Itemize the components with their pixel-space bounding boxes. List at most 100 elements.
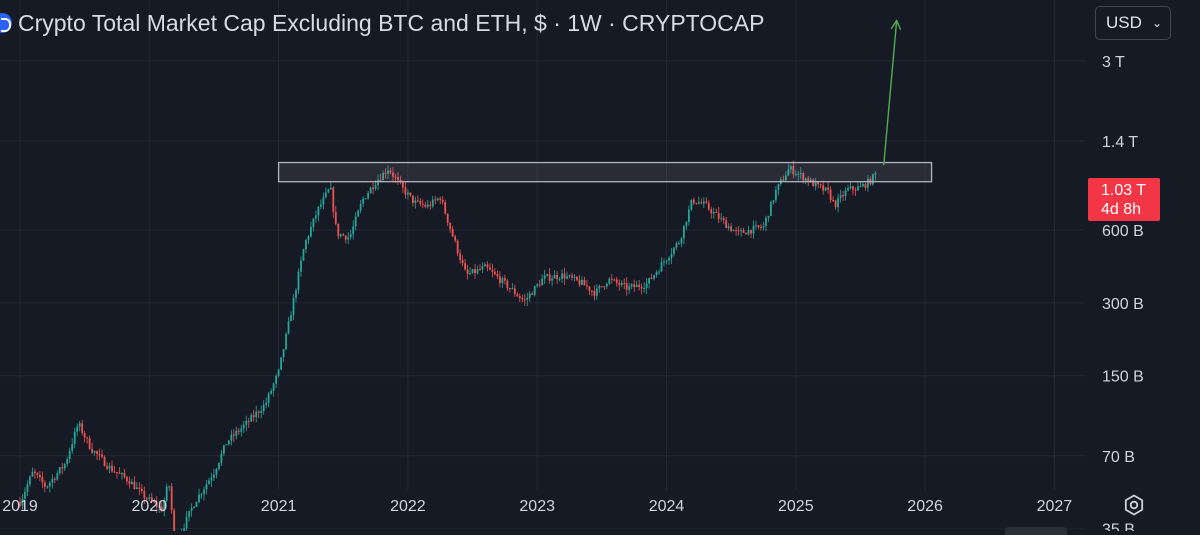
time-tick-label: 2021 <box>261 498 297 515</box>
time-tick-label: 2027 <box>1037 498 1073 515</box>
candle-body <box>640 287 643 289</box>
candle-body <box>511 288 514 290</box>
candle-body <box>342 234 345 236</box>
candle-body <box>319 204 322 207</box>
candle-body <box>553 274 556 279</box>
candle-body <box>533 286 536 295</box>
candle-body <box>839 195 842 198</box>
price-tick-label: 300 B <box>1102 296 1144 313</box>
candle-body <box>245 420 248 425</box>
candle-body <box>765 217 767 226</box>
candle-body <box>707 202 710 210</box>
candle-body <box>160 506 163 512</box>
candle-body <box>578 280 581 285</box>
candle-body <box>568 275 571 277</box>
candle-body <box>46 486 49 488</box>
candle-body <box>43 482 46 487</box>
candle-body <box>665 260 668 262</box>
candle-body <box>678 243 680 245</box>
candle-body <box>379 179 382 181</box>
candle-body <box>158 506 161 508</box>
candle-body <box>173 510 176 531</box>
candle-body <box>745 232 747 235</box>
candle-body <box>655 272 658 276</box>
candle-body <box>282 349 285 358</box>
candle-body <box>789 166 792 170</box>
candle-body <box>404 187 407 195</box>
candle-body <box>170 486 173 511</box>
candle-body <box>727 226 730 229</box>
candle-body <box>451 228 454 237</box>
candle-body <box>598 286 601 289</box>
currency-select[interactable]: USD ⌄ <box>1095 6 1171 40</box>
price-tick-label: 70 B <box>1102 449 1135 466</box>
candle-body <box>501 278 504 284</box>
candle-body <box>695 202 698 204</box>
candle-body <box>633 284 636 288</box>
chart-grid <box>0 0 1085 530</box>
candle-body <box>185 516 188 529</box>
candle-body <box>53 478 56 480</box>
candle-body <box>538 284 541 286</box>
candle-body <box>121 473 123 475</box>
resistance-zone-box[interactable] <box>277 161 933 183</box>
candle-body <box>66 459 69 465</box>
candle-body <box>165 486 168 501</box>
candle-body <box>817 182 820 185</box>
candle-body <box>618 282 621 286</box>
candle-body <box>762 225 765 228</box>
candle-body <box>824 187 827 191</box>
candle-body <box>41 477 44 483</box>
candle-body <box>292 297 295 316</box>
candle-body <box>740 230 742 232</box>
candle-body <box>486 264 489 268</box>
candle-body <box>494 271 496 275</box>
candle-body <box>230 434 233 441</box>
candle-body <box>111 465 113 472</box>
time-tick-label: 2025 <box>778 498 814 515</box>
candle-body <box>145 498 148 500</box>
candle-body <box>812 179 815 187</box>
candle-body <box>772 200 775 202</box>
candle-body <box>168 486 171 488</box>
time-axis[interactable]: 2019 2020 2021 2022 2023 2024 2025 2026 2027 <box>2 498 1072 515</box>
price-tick-label: 35 B <box>1102 522 1135 531</box>
candle-body <box>402 182 404 188</box>
candle-body <box>536 284 539 287</box>
bar-countdown: 4d 8h <box>1101 201 1142 218</box>
candle-body <box>344 235 347 240</box>
candle-body <box>600 286 603 288</box>
chart-title: Crypto Total Market Cap Excluding BTC an… <box>18 9 765 36</box>
projection-arrow[interactable] <box>883 19 902 166</box>
candle-body <box>322 197 325 205</box>
candle-body <box>615 279 618 283</box>
candle-body <box>747 229 750 235</box>
gear-icon[interactable] <box>1121 492 1147 518</box>
candle-body <box>757 225 760 228</box>
bottom-toolbar-button[interactable] <box>1005 527 1067 535</box>
candle-body <box>466 269 469 274</box>
candle-body <box>155 502 158 507</box>
candle-body <box>551 278 554 281</box>
candle-body <box>794 174 797 176</box>
candle-body <box>384 172 387 174</box>
candle-body <box>503 278 506 281</box>
candle-body <box>332 187 335 212</box>
candle-body <box>700 202 703 204</box>
candle-body <box>200 494 203 496</box>
candle-body <box>24 491 26 499</box>
candle-body <box>307 236 310 241</box>
candle-body <box>620 282 623 286</box>
candle-body <box>81 423 84 434</box>
candle-body <box>257 411 260 414</box>
candle-body <box>252 415 255 418</box>
candle-body <box>702 201 705 204</box>
candle-body <box>389 170 392 173</box>
candle-body <box>397 177 399 180</box>
candle-body <box>541 278 544 286</box>
candle-body <box>454 236 457 241</box>
candle-body <box>38 474 41 478</box>
candle-body <box>595 288 598 296</box>
